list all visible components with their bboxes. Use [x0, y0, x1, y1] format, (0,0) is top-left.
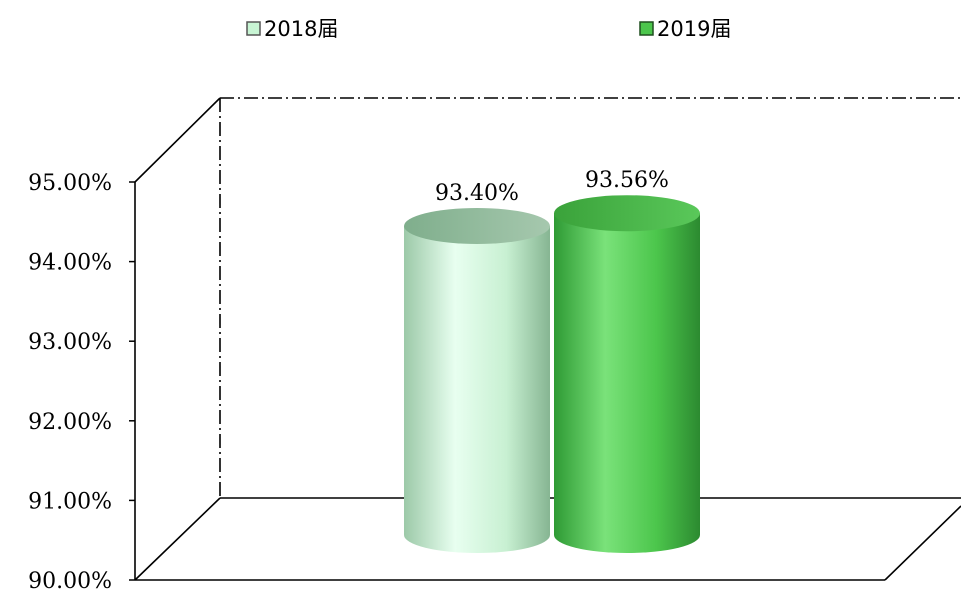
depth-bottom-edge — [134, 497, 221, 581]
cylinder-top — [404, 208, 550, 244]
legend-label: 2019届 — [657, 17, 731, 41]
legend-swatch — [639, 21, 654, 36]
y-tick-label: 93.00% — [28, 330, 112, 355]
y-tick-label: 91.00% — [28, 489, 112, 514]
cylinder-body — [404, 226, 550, 553]
legend-label: 2018届 — [264, 17, 338, 41]
data-label: 93.56% — [585, 168, 669, 193]
legend-item: 2019届 — [639, 17, 731, 41]
legend: 2018届 2019届 — [246, 17, 731, 41]
y-axis-ticks: 90.00% 91.00% 92.00% 93.00% 94.00% 95.00% — [28, 171, 135, 594]
legend-item: 2018届 — [246, 17, 338, 41]
y-tick-label: 94.00% — [28, 251, 112, 276]
floor-right-edge — [884, 505, 961, 581]
bar-2018届: 93.40% — [404, 181, 550, 553]
y-tick-label: 90.00% — [28, 569, 112, 594]
data-label: 93.40% — [435, 181, 519, 206]
y-tick-label: 95.00% — [28, 171, 112, 196]
cylinder-body — [554, 213, 700, 553]
cylinder-top — [554, 195, 700, 232]
depth-top-edge — [134, 97, 221, 183]
bars: 93.40% 93.56% — [404, 168, 700, 553]
chart-frame — [134, 97, 961, 581]
bar-2019届: 93.56% — [554, 168, 700, 553]
legend-swatch — [246, 21, 261, 36]
y-tick-label: 92.00% — [28, 410, 112, 435]
